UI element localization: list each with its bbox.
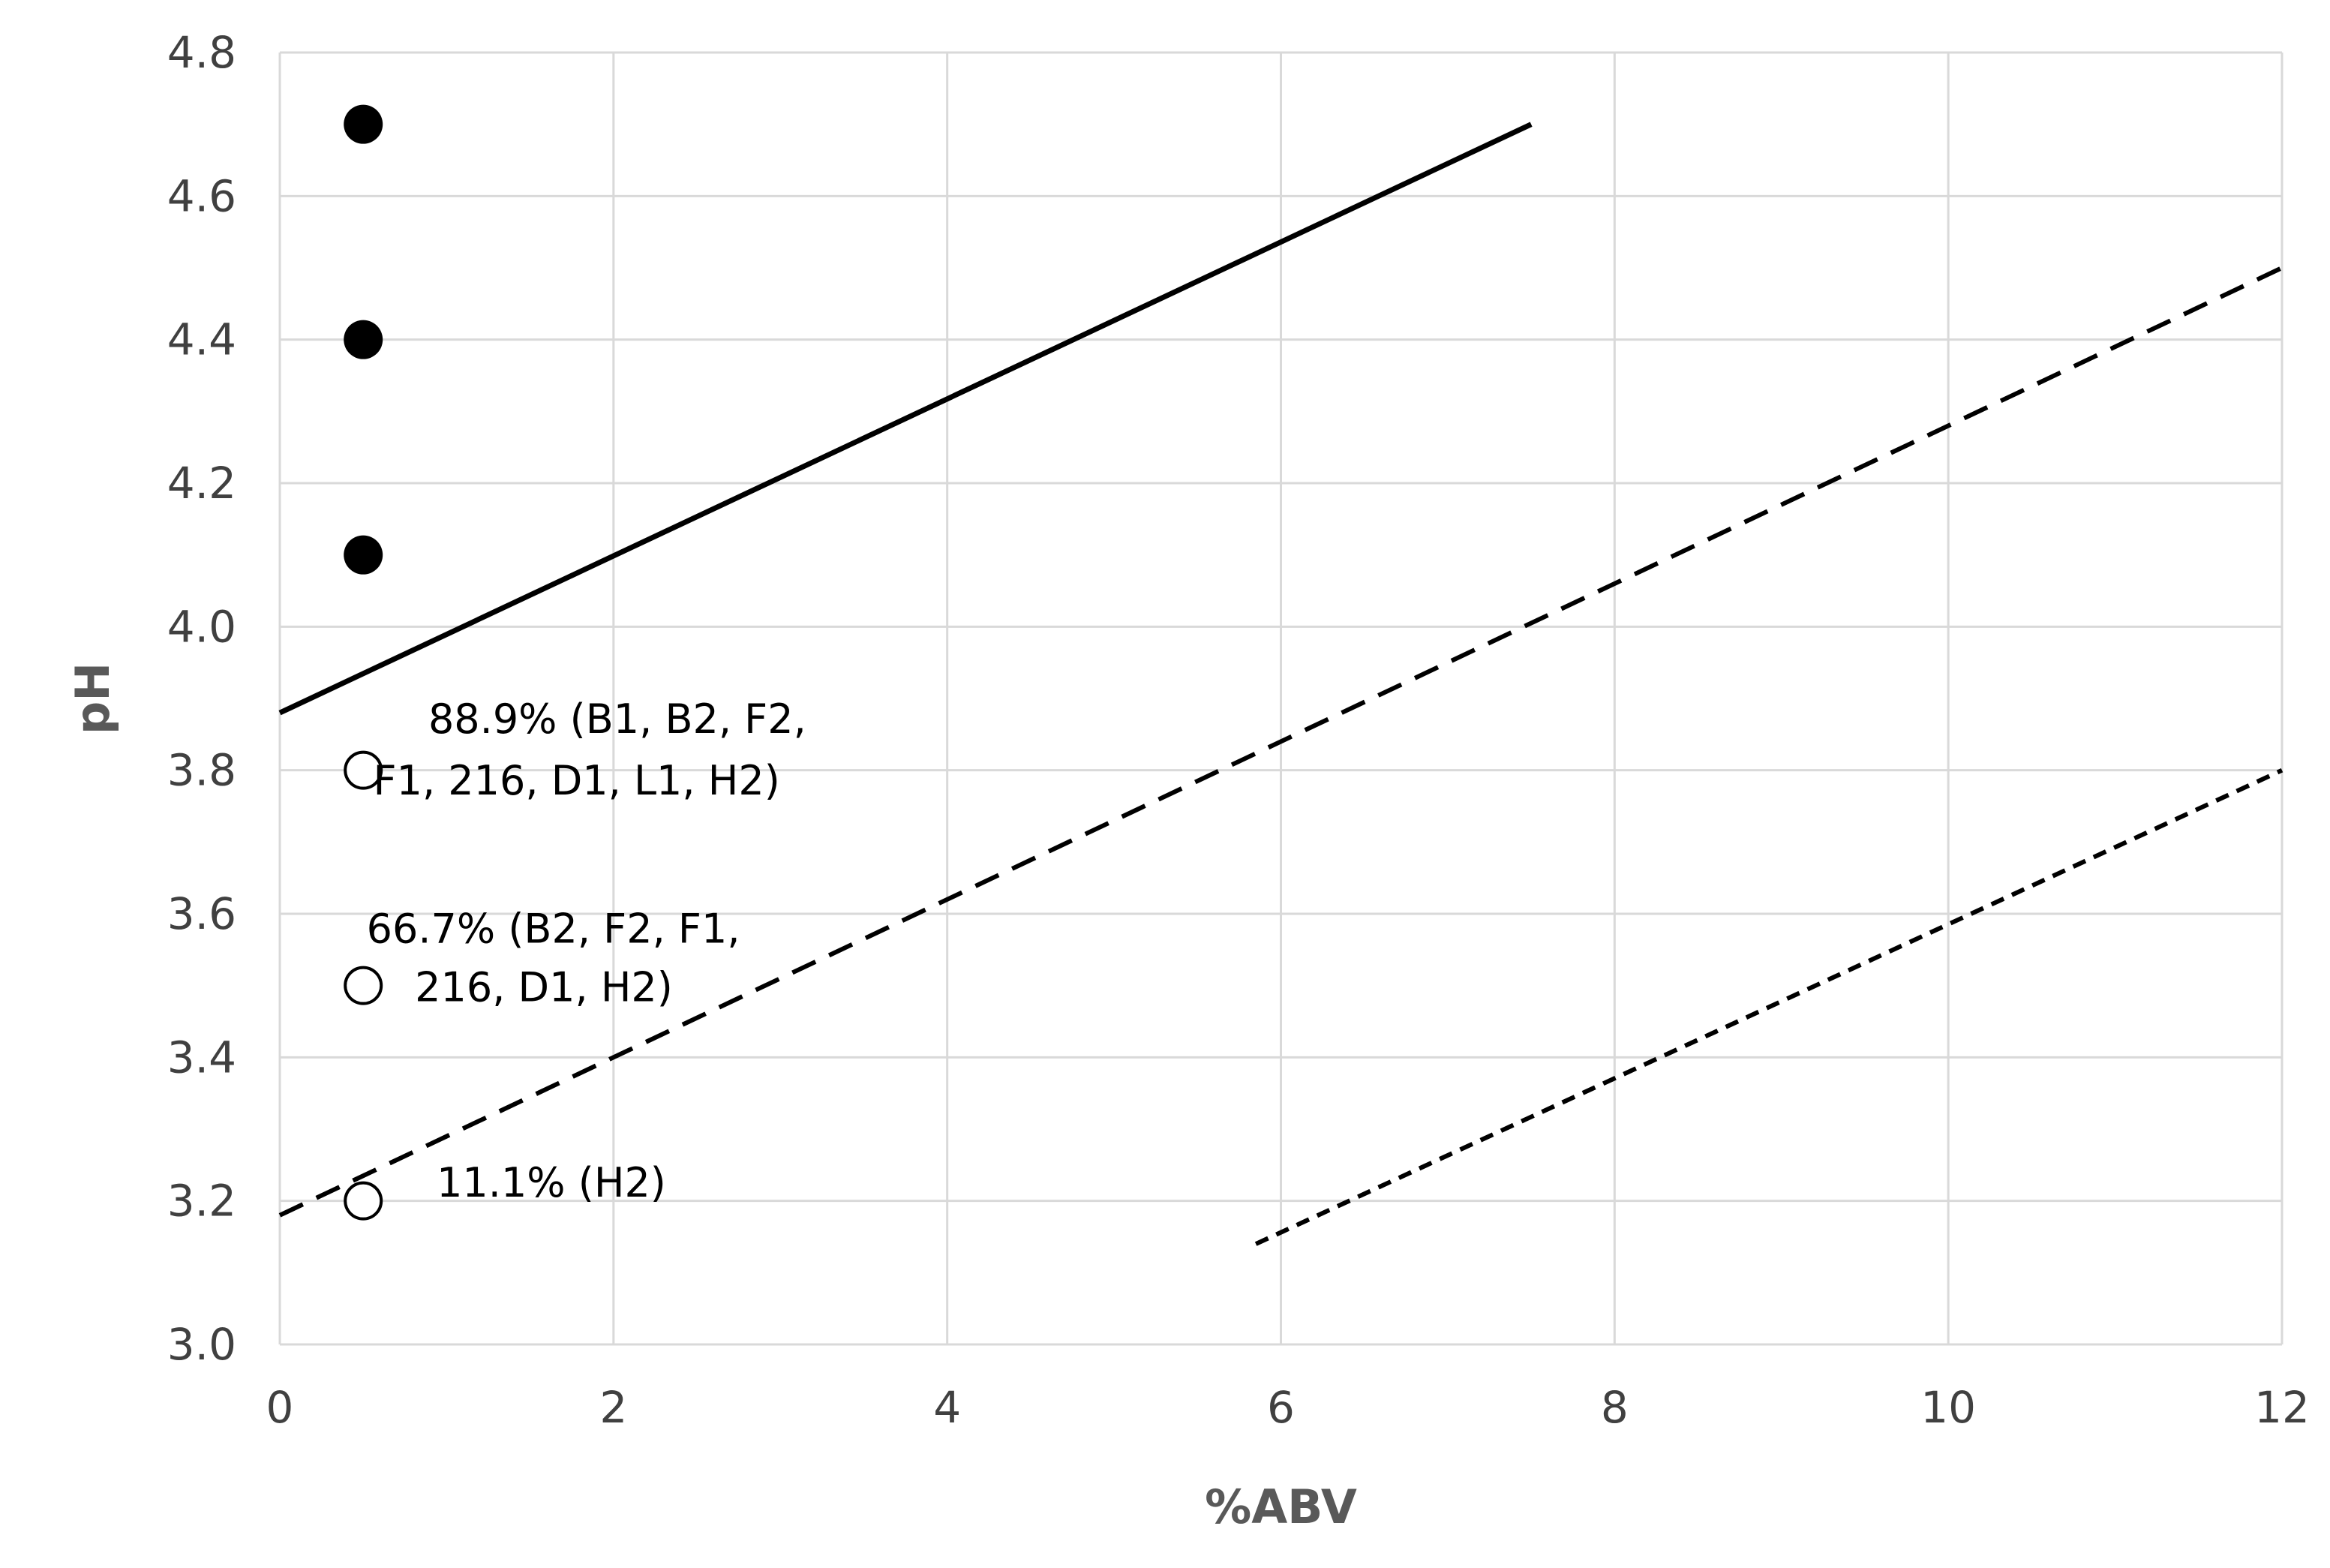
x-tick-label: 0	[266, 1382, 294, 1433]
y-tick-label: 4.6	[167, 170, 236, 221]
filled-point	[344, 104, 383, 144]
annotations: 88.9% (B1, B2, F2, F1, 216, D1, L1, H2) 66…	[367, 695, 806, 1206]
y-tick-label: 3.8	[167, 745, 236, 796]
tick-labels: 0 2 4 6 8 10 12 3.0 3.2 3.4 3.6 3.8 4.0 4.2 4.4 4.6 4.8	[167, 27, 2310, 1433]
data-points	[344, 104, 383, 1221]
y-tick-label: 4.2	[167, 458, 236, 509]
y-tick-label: 3.2	[167, 1176, 236, 1227]
open-point	[344, 966, 383, 1005]
x-tick-label: 6	[1267, 1382, 1295, 1433]
x-axis-title: %ABV	[1205, 1479, 1357, 1534]
grid-lines	[278, 51, 2283, 1346]
x-tick-label: 4	[933, 1382, 961, 1433]
y-tick-label: 3.6	[167, 888, 236, 939]
x-tick-label: 2	[599, 1382, 627, 1433]
y-tick-label: 3.4	[167, 1032, 236, 1083]
y-tick-label: 3.0	[167, 1319, 236, 1370]
annotation-text: 11.1% (H2)	[437, 1159, 666, 1206]
annotation-text: 216, D1, H2)	[415, 964, 673, 1011]
y-tick-label: 4.0	[167, 601, 236, 652]
y-axis-title: pH	[65, 662, 120, 734]
x-tick-label: 10	[1920, 1382, 1976, 1433]
filled-point	[344, 320, 383, 359]
annotation-text: 66.7% (B2, F2, F1,	[367, 905, 740, 952]
x-tick-label: 12	[2254, 1382, 2310, 1433]
trend-line-dotted	[1254, 767, 2283, 1246]
open-point	[344, 1181, 383, 1221]
filled-point	[344, 535, 383, 575]
y-tick-label: 4.8	[167, 27, 236, 78]
x-tick-label: 8	[1601, 1382, 1629, 1433]
annotation-text: F1, 216, D1, L1, H2)	[374, 757, 780, 804]
trend-line-solid	[278, 122, 1533, 716]
open-point	[344, 750, 383, 790]
trend-lines	[278, 122, 2283, 1246]
annotation-text: 88.9% (B1, B2, F2,	[428, 695, 806, 743]
trend-line-dashed	[278, 266, 2283, 1218]
y-tick-label: 4.4	[167, 314, 236, 365]
